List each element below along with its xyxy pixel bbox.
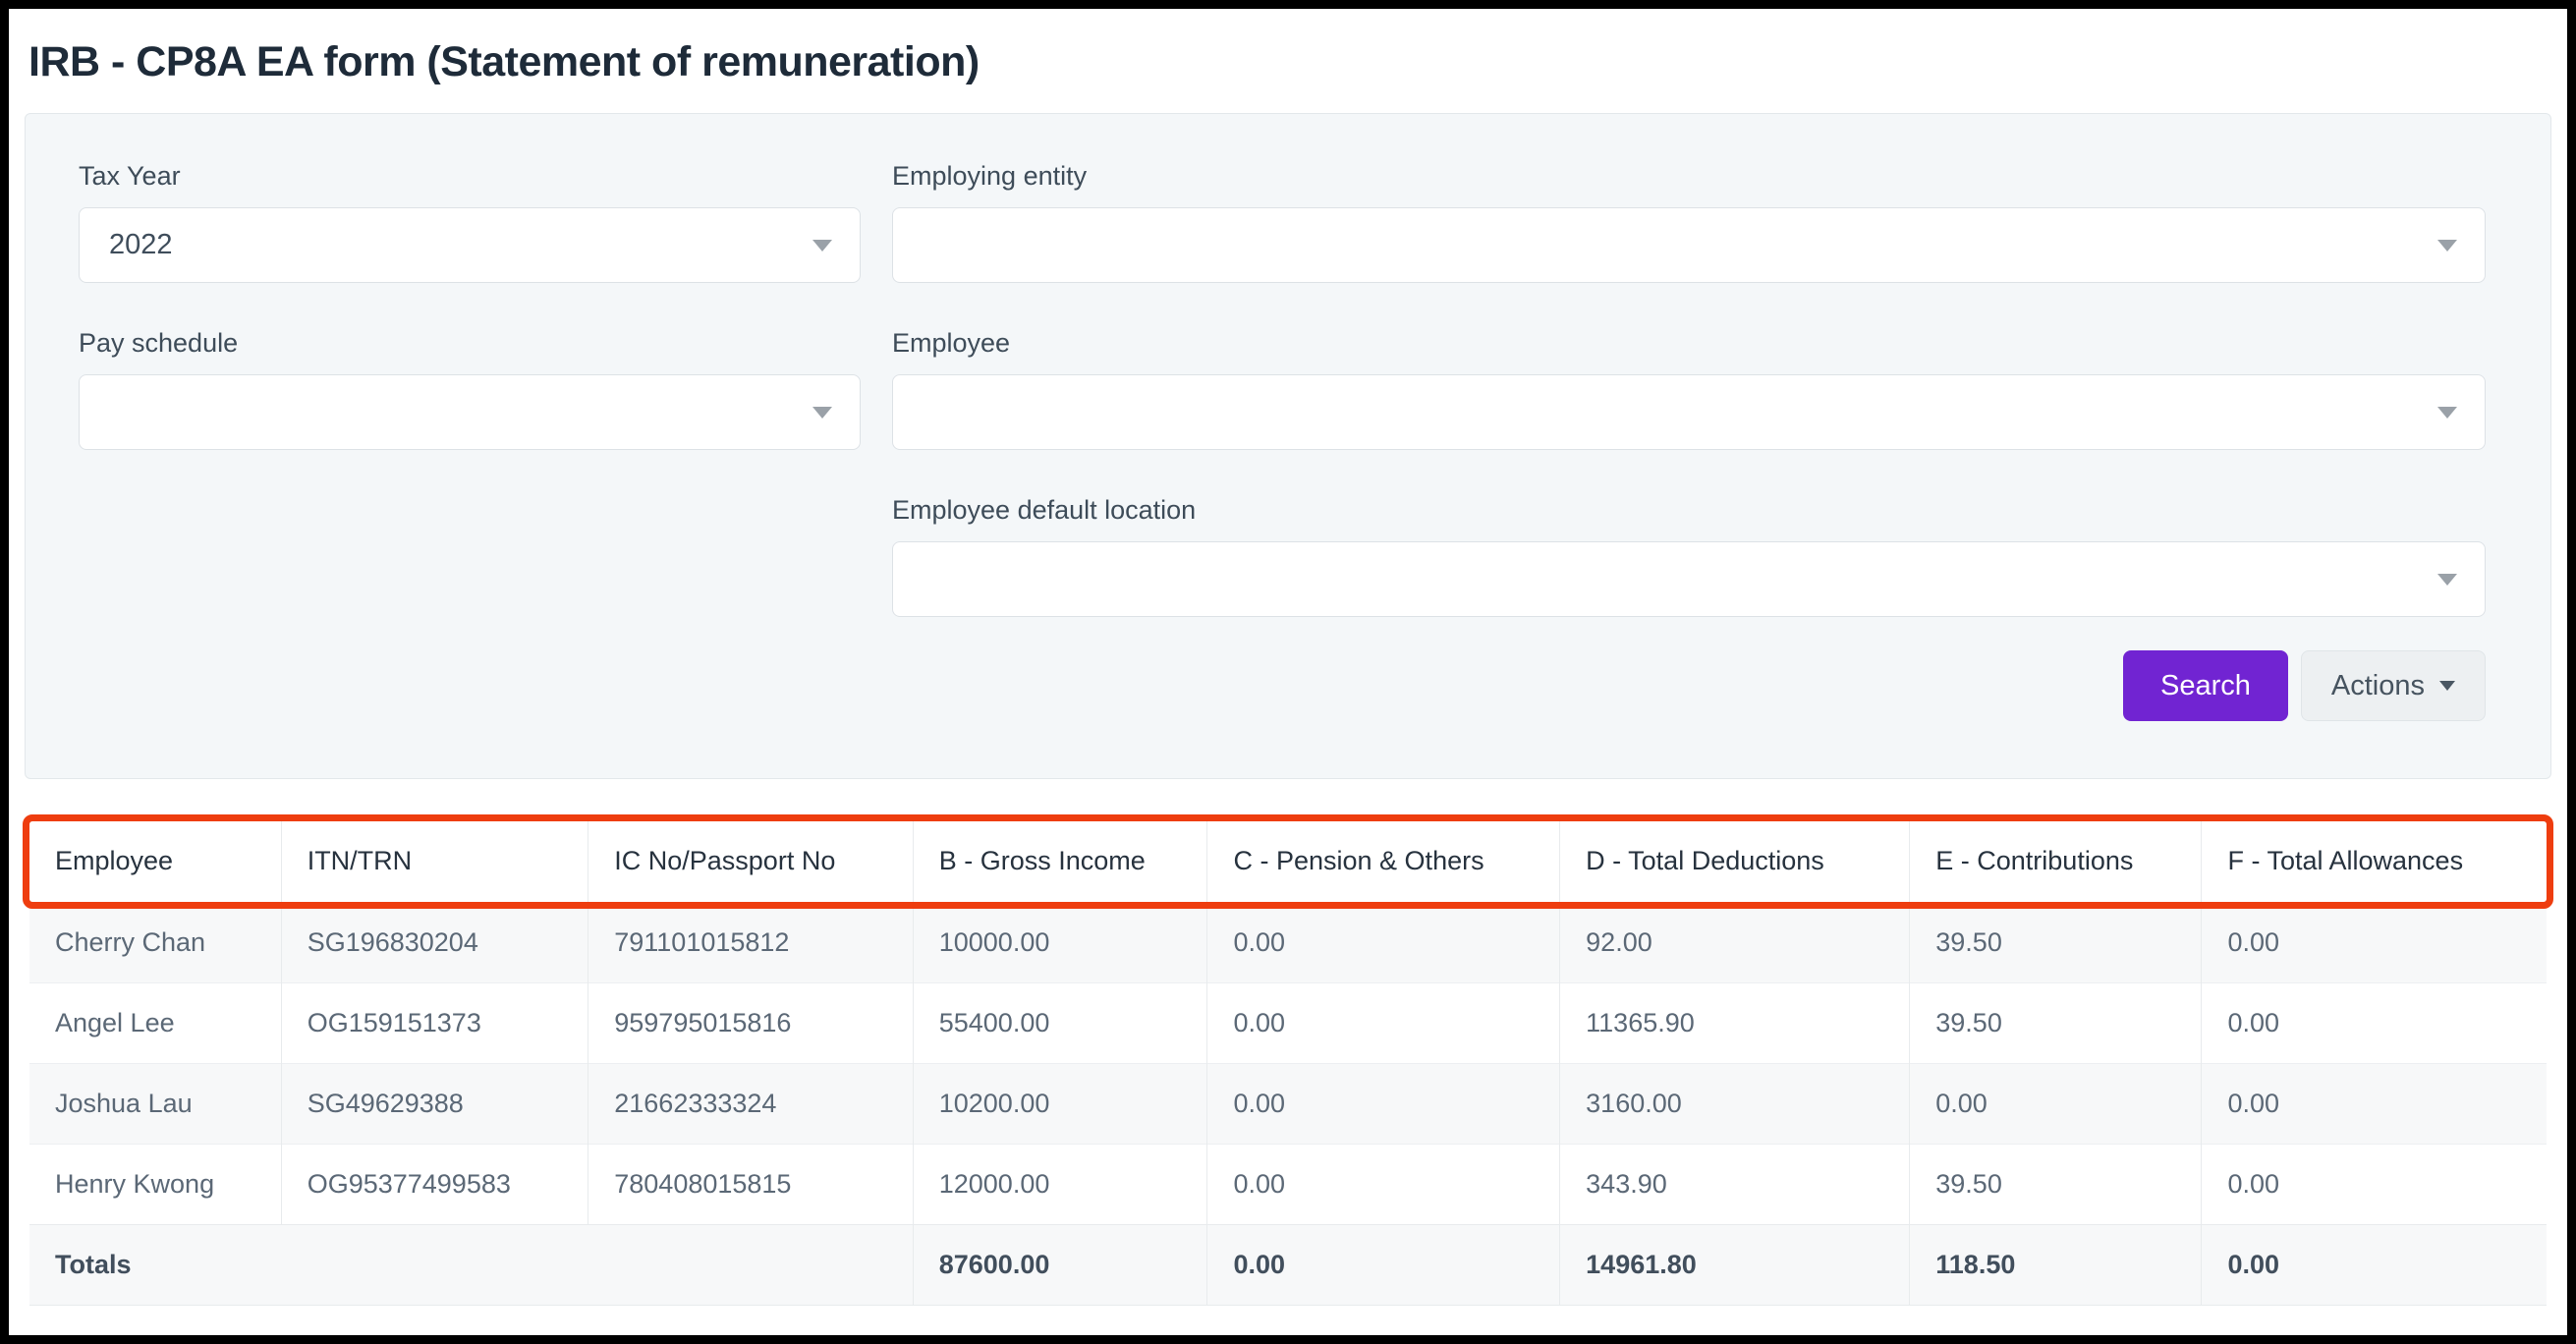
table-cell: 10200.00 bbox=[913, 1062, 1208, 1144]
column-header: E - Contributions bbox=[1909, 821, 2203, 902]
chevron-down-icon bbox=[2437, 239, 2457, 252]
table-cell: 39.50 bbox=[1909, 901, 2203, 982]
column-header: D - Total Deductions bbox=[1559, 821, 1911, 902]
employing-entity-select[interactable] bbox=[892, 207, 2486, 283]
field-employing-entity: Employing entity bbox=[892, 161, 2486, 283]
totals-value-cell: 0.00 bbox=[2201, 1223, 2547, 1306]
table-row: Henry Kwong OG95377499583 780408015815 1200… bbox=[29, 1143, 2547, 1224]
table-cell: 0.00 bbox=[1909, 1062, 2203, 1144]
page: IRB - CP8A EA form (Statement of remuner… bbox=[9, 32, 2567, 1306]
field-employee: Employee bbox=[892, 328, 2486, 450]
column-header: B - Gross Income bbox=[913, 821, 1208, 902]
employee-default-location-select[interactable] bbox=[892, 541, 2486, 617]
totals-value-cell: 87600.00 bbox=[913, 1223, 1208, 1306]
remuneration-table: Employee ITN/TRN IC No/Passport No B - Gros… bbox=[29, 821, 2547, 1306]
table-cell: 55400.00 bbox=[913, 981, 1208, 1063]
table-cell: 12000.00 bbox=[913, 1143, 1208, 1224]
table-cell: 0.00 bbox=[1206, 901, 1561, 982]
search-button[interactable]: Search bbox=[2123, 650, 2288, 721]
table-cell: 39.50 bbox=[1909, 981, 2203, 1063]
employee-select[interactable] bbox=[892, 374, 2486, 450]
chevron-down-icon bbox=[2437, 573, 2457, 586]
employee-name-cell: Angel Lee bbox=[29, 981, 282, 1063]
totals-value-cell: 118.50 bbox=[1909, 1223, 2203, 1306]
table-cell: 780408015815 bbox=[588, 1143, 914, 1224]
employing-entity-label: Employing entity bbox=[892, 161, 1088, 191]
table-cell: 343.90 bbox=[1559, 1143, 1911, 1224]
totals-row: Totals 87600.00 0.00 14961.80 118.50 0.00 bbox=[29, 1223, 2547, 1306]
column-header: IC No/Passport No bbox=[588, 821, 914, 902]
table-cell: OG159151373 bbox=[281, 981, 589, 1063]
actions-button[interactable]: Actions bbox=[2300, 650, 2486, 721]
totals-label-cell: Totals bbox=[29, 1223, 914, 1306]
table-cell: 3160.00 bbox=[1559, 1062, 1911, 1144]
table-cell: 0.00 bbox=[2201, 901, 2547, 982]
filter-column-right: Employing entity Employee Employee defau… bbox=[892, 161, 2486, 721]
tax-year-label: Tax Year bbox=[79, 161, 181, 191]
tax-year-value: 2022 bbox=[109, 229, 173, 260]
totals-value-cell: 0.00 bbox=[1206, 1223, 1561, 1306]
table-cell: 791101015812 bbox=[588, 901, 914, 982]
table-cell: 10000.00 bbox=[913, 901, 1208, 982]
employee-name-cell: Joshua Lau bbox=[29, 1062, 282, 1144]
table-row: Angel Lee OG159151373 959795015816 55400.00… bbox=[29, 981, 2547, 1063]
totals-value-cell: 14961.80 bbox=[1559, 1223, 1911, 1306]
chevron-down-icon bbox=[812, 406, 832, 419]
table-cell: 21662333324 bbox=[588, 1062, 914, 1144]
table-cell: SG196830204 bbox=[281, 901, 589, 982]
table-row: Cherry Chan SG196830204 791101015812 10000.… bbox=[29, 901, 2547, 982]
table-cell: 39.50 bbox=[1909, 1143, 2203, 1224]
table-cell: 959795015816 bbox=[588, 981, 914, 1063]
employee-default-location-label: Employee default location bbox=[892, 495, 1197, 525]
table-cell: 0.00 bbox=[1206, 1062, 1561, 1144]
column-header: ITN/TRN bbox=[281, 821, 589, 902]
chevron-down-icon bbox=[812, 239, 832, 252]
filter-buttons-row: Search Actions bbox=[892, 650, 2486, 721]
field-pay-schedule: Pay schedule bbox=[79, 328, 861, 450]
pay-schedule-select[interactable] bbox=[79, 374, 861, 450]
filter-grid: Tax Year 2022 Pay schedule Employi bbox=[79, 161, 2486, 721]
column-header: Employee bbox=[29, 821, 282, 902]
field-employee-default-location: Employee default location bbox=[892, 495, 2486, 617]
table-cell: OG95377499583 bbox=[281, 1143, 589, 1224]
table-cell: 0.00 bbox=[2201, 1143, 2547, 1224]
filter-column-left: Tax Year 2022 Pay schedule bbox=[79, 161, 861, 721]
employee-name-cell: Cherry Chan bbox=[29, 901, 282, 982]
table-cell: SG49629388 bbox=[281, 1062, 589, 1144]
results-table: Employee ITN/TRN IC No/Passport No B - Gros… bbox=[23, 814, 2553, 1306]
table-header-row: Employee ITN/TRN IC No/Passport No B - Gros… bbox=[29, 821, 2547, 902]
chevron-down-icon bbox=[2437, 406, 2457, 419]
filter-panel: Tax Year 2022 Pay schedule Employi bbox=[25, 113, 2551, 779]
table-row: Joshua Lau SG49629388 21662333324 10200.00 0… bbox=[29, 1062, 2547, 1144]
employee-label: Employee bbox=[892, 328, 1011, 358]
employee-name-cell: Henry Kwong bbox=[29, 1143, 282, 1224]
column-header: F - Total Allowances bbox=[2201, 821, 2547, 902]
table-cell: 0.00 bbox=[2201, 1062, 2547, 1144]
table-cell: 92.00 bbox=[1559, 901, 1911, 982]
field-tax-year: Tax Year 2022 bbox=[79, 161, 861, 283]
table-body: Cherry Chan SG196830204 791101015812 10000.… bbox=[29, 901, 2547, 1224]
pay-schedule-label: Pay schedule bbox=[79, 328, 239, 358]
table-cell: 11365.90 bbox=[1559, 981, 1911, 1063]
tax-year-select[interactable]: 2022 bbox=[79, 207, 861, 283]
table-cell: 0.00 bbox=[1206, 1143, 1561, 1224]
column-header: C - Pension & Others bbox=[1206, 821, 1561, 902]
table-cell: 0.00 bbox=[2201, 981, 2547, 1063]
page-title: IRB - CP8A EA form (Statement of remuner… bbox=[28, 38, 980, 85]
actions-button-label: Actions bbox=[2330, 669, 2425, 701]
chevron-down-icon bbox=[2439, 681, 2455, 691]
table-cell: 0.00 bbox=[1206, 981, 1561, 1063]
